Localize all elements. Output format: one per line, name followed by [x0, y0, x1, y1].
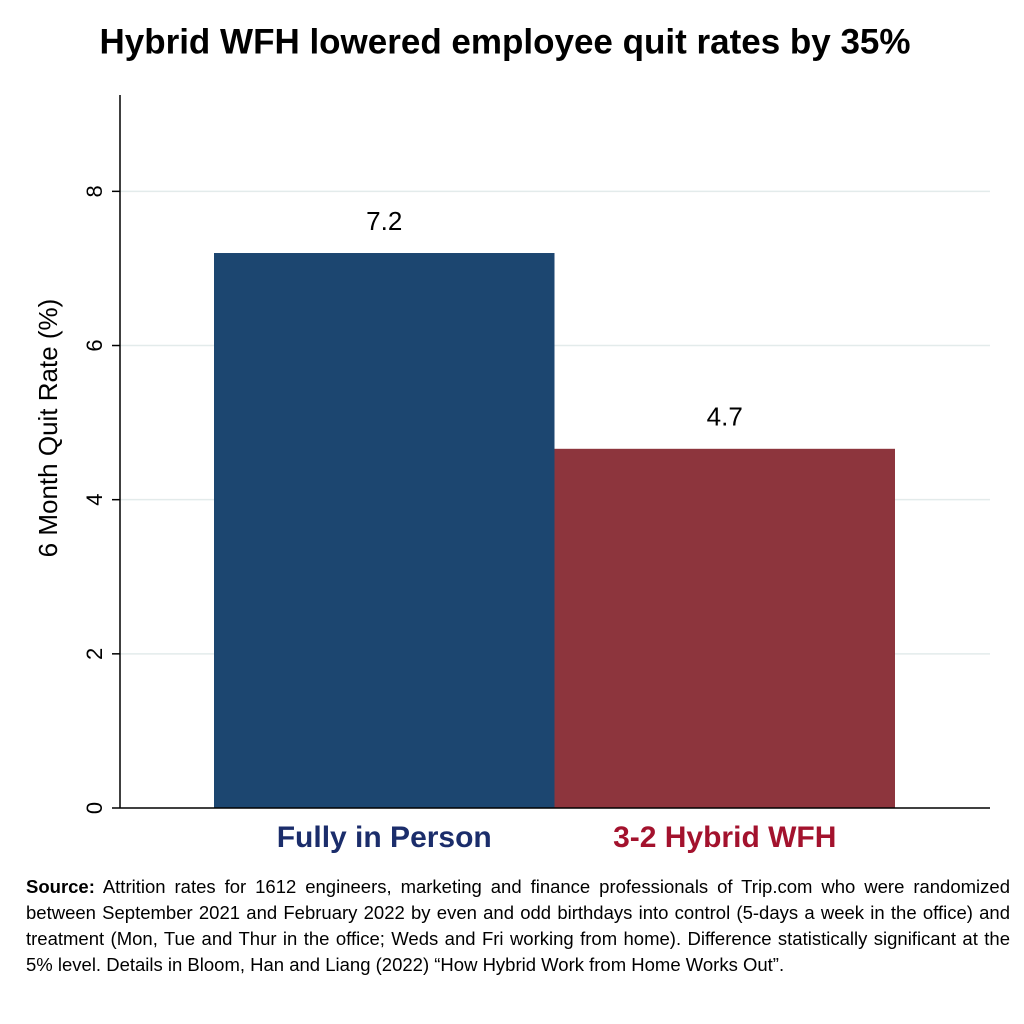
value-label: 4.7	[707, 402, 743, 432]
bar	[214, 253, 555, 808]
chart-title: Hybrid WFH lowered employee quit rates b…	[99, 22, 910, 61]
chart: Hybrid WFH lowered employee quit rates b…	[33, 22, 990, 854]
y-tick-label: 6	[82, 339, 107, 351]
y-tick-label: 4	[82, 494, 107, 506]
y-axis-label: 6 Month Quit Rate (%)	[33, 299, 63, 558]
value-label: 7.2	[366, 206, 402, 236]
source-note: Source: Attrition rates for 1612 enginee…	[26, 874, 1010, 978]
bar	[554, 448, 895, 808]
source-text: Attrition rates for 1612 engineers, mark…	[26, 876, 1010, 975]
source-label: Source:	[26, 876, 95, 897]
y-tick-label: 2	[82, 648, 107, 660]
y-tick-label: 8	[82, 185, 107, 197]
y-tick-label: 0	[82, 802, 107, 814]
x-tick-label: 3-2 Hybrid WFH	[613, 821, 836, 854]
x-tick-label: Fully in Person	[277, 821, 492, 854]
